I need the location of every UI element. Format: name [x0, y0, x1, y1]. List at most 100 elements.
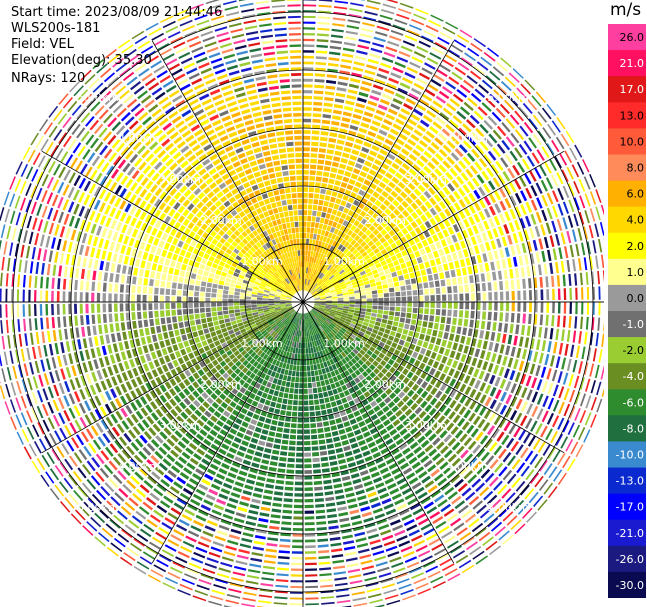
velocity-gate — [517, 302, 521, 312]
velocity-gate — [315, 346, 319, 352]
velocity-gate — [343, 147, 352, 153]
velocity-gate — [276, 573, 289, 577]
velocity-gate — [443, 465, 453, 475]
velocity-gate — [492, 177, 501, 188]
velocity-gate — [514, 129, 524, 140]
velocity-gate — [263, 347, 269, 354]
velocity-gate — [228, 294, 234, 299]
velocity-gate — [325, 85, 336, 90]
velocity-gate — [436, 441, 445, 450]
velocity-gate — [326, 225, 332, 232]
velocity-gate — [112, 456, 122, 467]
velocity-gate — [319, 567, 332, 571]
velocity-gate — [320, 273, 325, 280]
velocity-gate — [212, 316, 218, 322]
velocity-gate — [296, 330, 299, 337]
velocity-gate — [512, 68, 524, 79]
velocity-gate — [420, 390, 429, 399]
velocity-gate — [453, 39, 467, 48]
velocity-gate — [389, 267, 396, 273]
velocity-gate — [270, 312, 277, 317]
velocity-gate — [171, 465, 181, 474]
velocity-gate — [566, 166, 574, 180]
velocity-gate — [381, 9, 395, 15]
velocity-gate — [324, 195, 331, 201]
velocity-gate — [314, 405, 321, 411]
velocity-gate — [333, 565, 346, 570]
velocity-gate — [405, 196, 413, 205]
velocity-gate — [529, 227, 535, 239]
velocity-gate — [10, 416, 17, 430]
velocity-gate — [297, 330, 300, 337]
velocity-gate — [244, 484, 254, 491]
velocity-gate — [311, 316, 316, 323]
velocity-gate — [368, 261, 375, 268]
velocity-gate — [437, 330, 444, 338]
velocity-gate — [541, 410, 549, 423]
velocity-gate — [427, 236, 434, 245]
velocity-gate — [357, 495, 367, 501]
velocity-gate — [335, 145, 344, 151]
velocity-gate — [502, 356, 508, 366]
velocity-gate — [313, 199, 319, 205]
velocity-gate — [18, 259, 22, 273]
velocity-gate — [284, 486, 294, 491]
velocity-gate — [395, 302, 401, 307]
velocity-gate — [5, 304, 8, 318]
velocity-gate — [344, 340, 351, 347]
velocity-gate — [340, 122, 350, 128]
velocity-gate — [542, 127, 552, 139]
velocity-gate — [318, 240, 323, 247]
velocity-gate — [54, 251, 59, 263]
velocity-gate — [392, 199, 400, 207]
velocity-gate — [195, 546, 208, 554]
velocity-gate — [342, 310, 349, 314]
velocity-gate — [245, 346, 252, 352]
velocity-gate — [108, 460, 118, 471]
velocity-gate — [317, 319, 323, 325]
velocity-gate — [62, 278, 67, 290]
velocity-gate — [354, 273, 361, 278]
velocity-gate — [337, 295, 344, 299]
velocity-gate — [306, 336, 310, 343]
velocity-gate — [386, 82, 397, 90]
velocity-gate — [200, 535, 212, 543]
velocity-gate — [238, 364, 245, 371]
velocity-gate — [363, 75, 374, 81]
velocity-gate — [309, 268, 312, 274]
velocity-gate — [337, 244, 344, 251]
velocity-gate — [177, 309, 182, 316]
velocity-gate — [331, 305, 338, 308]
velocity-gate — [206, 338, 213, 344]
velocity-gate — [272, 502, 282, 507]
velocity-gate — [260, 372, 267, 379]
velocity-gate — [214, 380, 221, 388]
velocity-gate — [402, 368, 409, 376]
velocity-gate — [265, 314, 272, 319]
velocity-gate — [482, 253, 488, 262]
velocity-gate — [321, 283, 327, 289]
velocity-gate — [329, 352, 335, 359]
velocity-gate — [297, 412, 303, 417]
velocity-gate — [316, 381, 321, 387]
velocity-gate — [586, 241, 591, 255]
velocity-gate — [450, 136, 460, 145]
velocity-gate — [392, 98, 403, 105]
velocity-gate — [232, 357, 239, 364]
velocity-gate — [310, 288, 315, 294]
velocity-gate — [380, 260, 387, 266]
velocity-gate — [108, 293, 112, 302]
velocity-gate — [238, 346, 245, 353]
velocity-gate — [319, 450, 328, 456]
velocity-gate — [417, 283, 423, 289]
velocity-gate — [148, 295, 153, 302]
velocity-gate — [313, 328, 318, 335]
velocity-gate — [329, 252, 334, 258]
velocity-gate — [344, 486, 354, 493]
velocity-gate — [399, 317, 406, 323]
velocity-gate — [386, 424, 394, 432]
velocity-gate — [303, 0, 317, 1]
velocity-gate — [420, 425, 429, 433]
velocity-gate — [425, 374, 433, 383]
velocity-gate — [337, 423, 344, 430]
